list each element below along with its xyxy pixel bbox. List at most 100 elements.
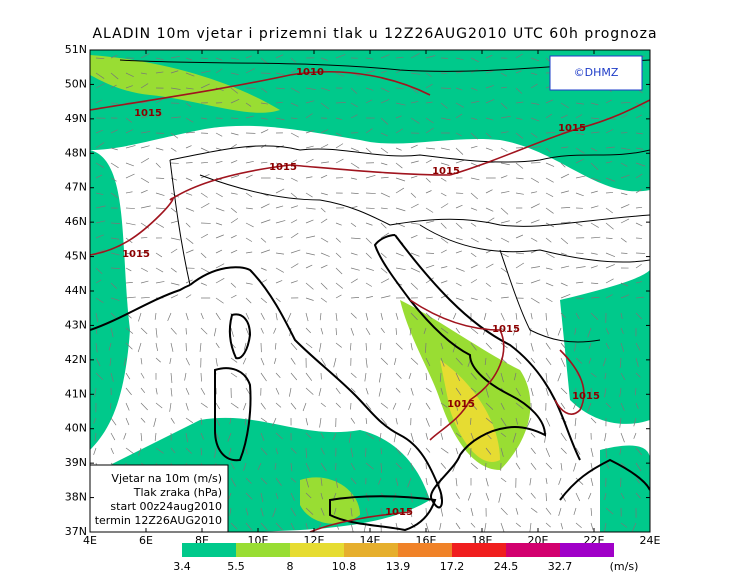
wind-arrow [590, 236, 601, 239]
wind-arrow [574, 342, 577, 352]
wind-arrow [380, 417, 388, 426]
wind-arrow [440, 117, 451, 121]
lat-label: 49N [65, 112, 87, 125]
wind-arrow [320, 492, 323, 500]
wind-arrow [110, 432, 116, 441]
wind-arrow [440, 357, 445, 367]
wind-arrow [590, 522, 594, 530]
wind-arrow [230, 160, 238, 164]
wind-arrow [558, 477, 562, 485]
wind-arrow [110, 312, 116, 318]
wind-arrow [365, 282, 372, 287]
colorbar-segment [506, 543, 560, 557]
wind-arrow [185, 207, 195, 212]
lat-label: 44N [65, 284, 87, 297]
wind-arrow [245, 222, 254, 228]
wind-arrow [185, 72, 195, 77]
wind-arrow [455, 387, 462, 396]
wind-arrow [455, 132, 462, 137]
wind-arrow [170, 70, 179, 74]
wind-arrow [395, 267, 406, 271]
wind-arrow [335, 267, 343, 275]
wind-arrow [260, 327, 264, 334]
wind-arrow [290, 342, 298, 351]
wind-arrow [423, 327, 427, 335]
colorbar-unit: (m/s) [610, 560, 639, 573]
wind-arrow [440, 294, 449, 299]
wind-arrow [605, 161, 613, 164]
wind-arrow [200, 57, 208, 60]
wind-arrow [530, 447, 536, 454]
wind-arrow [215, 249, 223, 254]
wind-arrow [245, 55, 252, 59]
wind-arrow [215, 312, 221, 320]
wind-arrow [575, 447, 581, 455]
wind-arrow [500, 507, 508, 516]
wind-arrow [153, 417, 157, 427]
wind-arrow [380, 357, 389, 365]
wind-arrow [245, 312, 250, 320]
wind-arrow [455, 507, 462, 513]
wind-arrow [590, 162, 599, 171]
wind-arrow [290, 477, 297, 483]
wind-arrow [170, 147, 177, 152]
wind-arrow [545, 113, 553, 119]
wind-arrow [215, 234, 224, 239]
lat-label: 47N [65, 181, 87, 194]
wind-arrow [512, 327, 517, 336]
wind-arrow [275, 188, 285, 194]
wind-arrow [230, 99, 240, 104]
wind-arrow [305, 327, 312, 334]
wind-arrow [602, 357, 607, 367]
isobar-label: 1015 [447, 399, 475, 410]
wind-arrow [305, 176, 313, 179]
wind-arrow [350, 342, 352, 351]
wind-arrow [260, 267, 267, 271]
colorbar-segment [398, 543, 452, 557]
wind-arrow [484, 357, 487, 366]
wind-arrow [365, 312, 369, 321]
wind-arrow [380, 462, 383, 473]
wind-arrow [500, 417, 507, 427]
wind-arrow [425, 432, 429, 440]
wind-arrow [378, 387, 382, 397]
wind-arrow [455, 87, 463, 91]
wind-arrow [95, 249, 105, 254]
wind-arrow [484, 522, 487, 532]
wind-arrow [260, 492, 264, 503]
wind-arrow [230, 132, 239, 136]
wind-arrow [587, 402, 592, 412]
wind-arrow [604, 522, 607, 532]
wind-arrow [365, 507, 369, 517]
wind-arrow [110, 447, 114, 455]
wind-arrow [635, 312, 643, 320]
wind-arrow [260, 402, 266, 410]
wind-arrow [395, 147, 402, 151]
wind-arrow [169, 402, 172, 412]
wind-arrow [290, 159, 297, 164]
wind-arrow [245, 115, 254, 119]
wind-arrow [274, 357, 277, 364]
wind-arrow [213, 327, 217, 337]
wind-arrow [485, 297, 492, 302]
wind-arrow [575, 312, 580, 320]
wind-arrow [305, 387, 314, 395]
wind-arrow [500, 237, 510, 243]
wind-arrow [470, 177, 480, 181]
wind-arrow [575, 522, 582, 529]
wind-arrow [560, 402, 566, 410]
wind-arrow [275, 54, 284, 59]
wind-arrow [485, 492, 490, 501]
wind-arrow [215, 160, 223, 164]
map-area: 1010 1015 1015 1015 1015 1015 1015 1015 … [90, 50, 650, 532]
wind-arrow [515, 507, 519, 515]
colorbar-label: 24.5 [494, 560, 519, 573]
wind-arrow [587, 327, 592, 338]
wind-arrow [140, 357, 143, 365]
wind-arrow [185, 432, 188, 443]
wind-arrow [110, 222, 121, 224]
wind-arrow [110, 102, 119, 104]
wind-arrow [635, 132, 643, 135]
wind-arrow [275, 280, 283, 284]
wind-arrow [395, 87, 404, 90]
